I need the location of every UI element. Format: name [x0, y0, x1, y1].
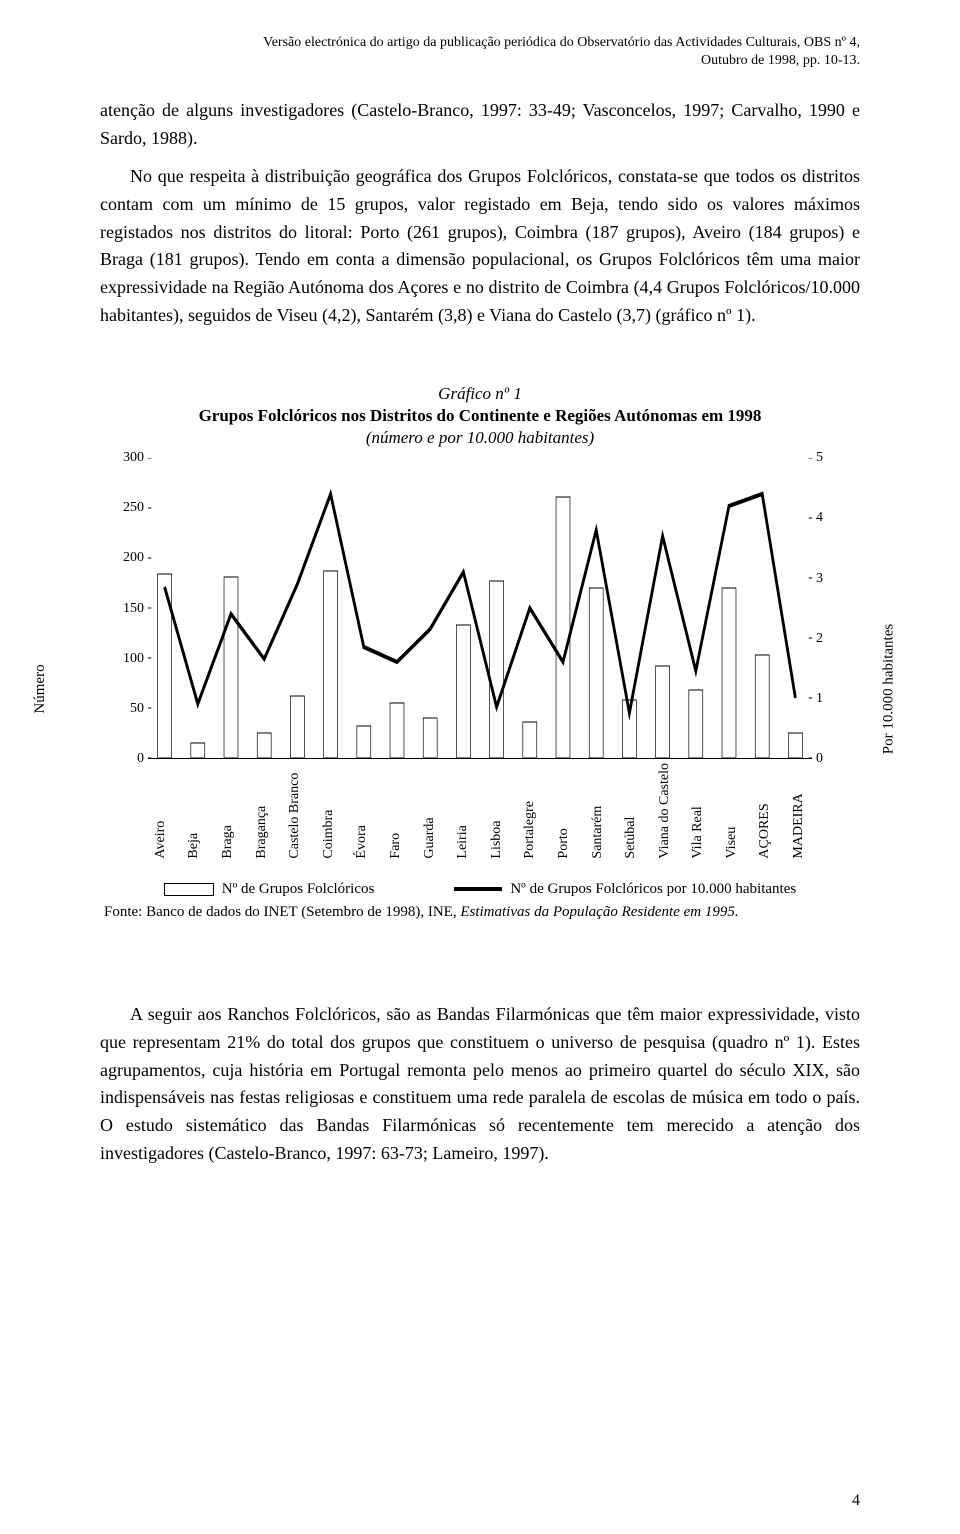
x-category-label: Vila Real: [690, 763, 706, 863]
header-note: Versão electrónica do artigo da publicaç…: [100, 34, 860, 69]
bar-swatch-icon: [164, 883, 214, 896]
y-right-ticks: 543210: [812, 458, 860, 759]
x-category: Braga: [211, 763, 245, 863]
x-category: Bragança: [245, 763, 279, 863]
x-category: Viana do Castelo: [648, 763, 682, 863]
x-category: Leiria: [446, 763, 480, 863]
bar: [456, 625, 470, 758]
bar: [224, 577, 238, 758]
paragraph-1: atenção de alguns investigadores (Castel…: [100, 97, 860, 153]
x-category-label: Faro: [388, 763, 404, 863]
chart-caption-title: Grupos Folclóricos nos Distritos do Cont…: [100, 406, 860, 426]
bar: [357, 726, 371, 758]
chart-caption-num: Gráfico nº 1: [100, 384, 860, 404]
x-category-label: Setúbal: [623, 763, 639, 863]
x-category-label: Braga: [220, 763, 236, 863]
bar: [390, 703, 404, 758]
legend-item-bar: Nº de Grupos Folclóricos: [164, 881, 375, 898]
bar: [656, 666, 670, 758]
line-swatch-icon: [454, 887, 502, 891]
x-category-label: Viana do Castelo: [657, 763, 673, 863]
x-category: Beja: [178, 763, 212, 863]
bar: [423, 718, 437, 758]
y-right-axis-label: Por 10.000 habitantes: [880, 624, 897, 754]
page: Versão electrónica do artigo da publicaç…: [0, 0, 960, 1534]
x-category-label: Guarda: [422, 763, 438, 863]
plot-area: [148, 458, 812, 759]
x-category-label: AÇORES: [757, 763, 773, 863]
source-prefix: Fonte: Banco de dados do INET (Setembro …: [104, 904, 460, 920]
legend-bar-label: Nº de Grupos Folclóricos: [222, 881, 375, 898]
bar: [722, 588, 736, 758]
x-category: Lisboa: [480, 763, 514, 863]
chart-caption-sub: (número e por 10.000 habitantes): [100, 428, 860, 448]
bar: [589, 588, 603, 758]
x-category-label: Portalegre: [522, 763, 538, 863]
x-category: Setúbal: [614, 763, 648, 863]
bar: [556, 497, 570, 758]
bar: [191, 743, 205, 758]
x-category-label: Castelo Branco: [287, 763, 303, 863]
x-category-label: Évora: [354, 763, 370, 863]
x-category: Faro: [379, 763, 413, 863]
bar: [490, 581, 504, 758]
bar: [257, 733, 271, 758]
plot-row: Número 300250200150100500 543210 Por 10.…: [100, 458, 860, 759]
x-category: Porto: [547, 763, 581, 863]
x-category: Aveiro: [144, 763, 178, 863]
x-category-label: Coimbra: [321, 763, 337, 863]
bar: [523, 722, 537, 758]
page-number: 4: [852, 1492, 860, 1510]
chart: Número 300250200150100500 543210 Por 10.…: [100, 458, 860, 921]
x-category-label: Lisboa: [489, 763, 505, 863]
bar: [290, 696, 304, 758]
paragraph-3: A seguir aos Ranchos Folclóricos, são as…: [100, 1001, 860, 1168]
paragraph-2: No que respeita à distribuição geográfic…: [100, 163, 860, 330]
y-left-axis-label: Número: [32, 665, 49, 714]
x-category: AÇORES: [749, 763, 783, 863]
x-category: Évora: [346, 763, 380, 863]
x-category: Guarda: [413, 763, 447, 863]
x-category-label: Porto: [556, 763, 572, 863]
x-category: Portalegre: [514, 763, 548, 863]
x-categories: Aveiro Beja Braga Bragança Castelo Branco Coi…: [144, 759, 816, 863]
line-series: [165, 494, 796, 713]
x-category: Castelo Branco: [278, 763, 312, 863]
x-category-label: Beja: [186, 763, 202, 863]
x-category: MADEIRA: [782, 763, 816, 863]
x-category: Viseu: [715, 763, 749, 863]
y-left-ticks: 300250200150100500: [100, 458, 148, 759]
x-category-label: Leiria: [455, 763, 471, 863]
bar: [788, 733, 802, 758]
bar: [755, 655, 769, 758]
legend-item-line: Nº de Grupos Folclóricos por 10.000 habi…: [454, 881, 796, 898]
header-line2: Outubro de 1998, pp. 10-13.: [701, 53, 860, 68]
legend: Nº de Grupos Folclóricos Nº de Grupos Fo…: [100, 881, 860, 898]
bar: [324, 571, 338, 758]
x-category-label: Aveiro: [153, 763, 169, 863]
source-ital: Estimativas da População Residente em 19…: [460, 904, 738, 920]
spacer: [100, 921, 860, 1001]
bar: [689, 690, 703, 758]
x-category-label: MADEIRA: [791, 763, 807, 863]
x-category-label: Santarém: [590, 763, 606, 863]
x-category: Vila Real: [682, 763, 716, 863]
x-category-label: Bragança: [254, 763, 270, 863]
x-category: Coimbra: [312, 763, 346, 863]
x-category: Santarém: [581, 763, 615, 863]
legend-line-label: Nº de Grupos Folclóricos por 10.000 habi…: [510, 881, 796, 898]
x-category-label: Viseu: [724, 763, 740, 863]
plot-svg: [148, 458, 812, 758]
header-line1: Versão electrónica do artigo da publicaç…: [263, 35, 860, 50]
chart-source: Fonte: Banco de dados do INET (Setembro …: [104, 904, 860, 921]
